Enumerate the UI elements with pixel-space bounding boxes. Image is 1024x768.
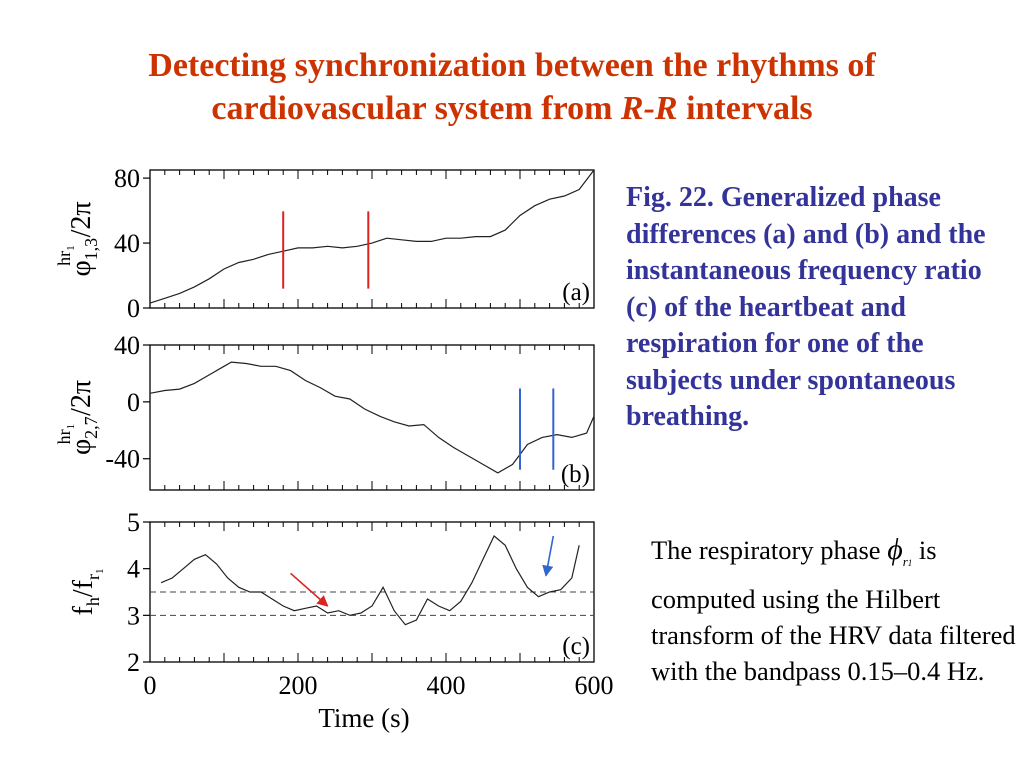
panel-c-xtick-label: 400	[427, 671, 466, 700]
figure-caption: Fig. 22. Generalized phase differences (…	[626, 182, 986, 432]
panel-c-arrow-blue	[542, 535, 555, 577]
panel-b-ylabel-part: hr	[54, 429, 74, 444]
panel-c-ytick-label: 3	[127, 601, 140, 630]
panel-c-label: (c)	[562, 633, 590, 660]
phi-subsub: 1	[907, 558, 913, 568]
panel-a-ylabel-part: /2π	[66, 201, 97, 237]
panel-a-ylabel-part: φ	[66, 260, 97, 276]
panel-b-ylabel-part: φ	[66, 439, 97, 455]
panel-c-xtick-label: 200	[279, 671, 318, 700]
panel-a-ylabel-part: hr	[54, 251, 74, 266]
panel-c-ytick-label: 4	[127, 555, 140, 584]
panel-a-ytick-label: 80	[114, 164, 140, 193]
panel-a-label: (a)	[562, 279, 590, 306]
phi-glyph: ϕ	[887, 533, 903, 566]
title-line-2: cardiovascular system from R-R intervals	[0, 87, 1024, 130]
panel-b-ylabel-part: 1	[65, 424, 77, 430]
title-line-2-italic: R-R	[620, 90, 678, 127]
panel-c-xtick-label: 600	[575, 671, 614, 700]
desc-pre: The respiratory phase	[651, 535, 881, 565]
panel-a-ytick-label: 40	[114, 229, 140, 258]
panel-c-ylabel-part: 1	[94, 569, 106, 575]
panel-c-series-line	[160, 535, 580, 626]
phi-symbol: ϕr1	[887, 533, 913, 569]
panel-c-ylabel: fh/fr1	[68, 569, 106, 616]
panel-b-label: (b)	[561, 461, 590, 488]
slide-title: Detecting synchronization between the rh…	[0, 44, 1024, 130]
phi-sub: r	[902, 554, 908, 569]
panel-c-ylabel-part: f	[68, 605, 99, 615]
panel-c-arrow-red	[290, 572, 329, 607]
panel-c-ylabel-part: r	[83, 574, 103, 580]
panel-c-ytick-label: 5	[127, 508, 140, 537]
panel-a-ylabel-part: 1,3	[81, 238, 101, 261]
panel-b-frame	[149, 344, 595, 491]
panel-b-ytick-label: -40	[105, 445, 140, 474]
panel-c-ytick-label: 2	[127, 648, 140, 677]
panel-c-xtick-label: 0	[144, 671, 157, 700]
panel-a-ylabel: φ1,3 hr1/2π	[54, 201, 101, 276]
panel-a-series-line	[149, 169, 595, 304]
panel-a-frame	[149, 169, 595, 309]
panel-b-series-line	[149, 361, 595, 474]
title-line-1: Detecting synchronization between the rh…	[148, 47, 876, 84]
x-axis-label: Time (s)	[318, 703, 409, 733]
panel-b-ytick-label: 40	[114, 331, 140, 360]
panel-a-ytick-label: 0	[127, 294, 140, 323]
title-line-2-post: intervals	[677, 90, 813, 127]
panel-b-ylabel-part: 2,7	[81, 416, 101, 439]
panel-b-ytick-label: 0	[127, 388, 140, 417]
desc-post: is computed using the Hilbert transform …	[651, 535, 1016, 686]
panel-c-ylabel-part: /f	[68, 579, 99, 597]
panel-c-ylabel-part: h	[83, 597, 103, 606]
title-line-2-pre: cardiovascular system from	[211, 90, 621, 127]
panel-b-ylabel-part: /2π	[66, 380, 97, 416]
panel-b-ylabel: φ2,7 hr1/2π	[54, 380, 101, 455]
figure-panels: 04080(a)φ1,3hr1/2π-40040(b)φ2,7hr1/2π234…	[54, 164, 614, 733]
description-text: The respiratory phase ϕr1 is computed us…	[651, 532, 1021, 689]
panel-a-ylabel-part: 1	[65, 245, 77, 251]
